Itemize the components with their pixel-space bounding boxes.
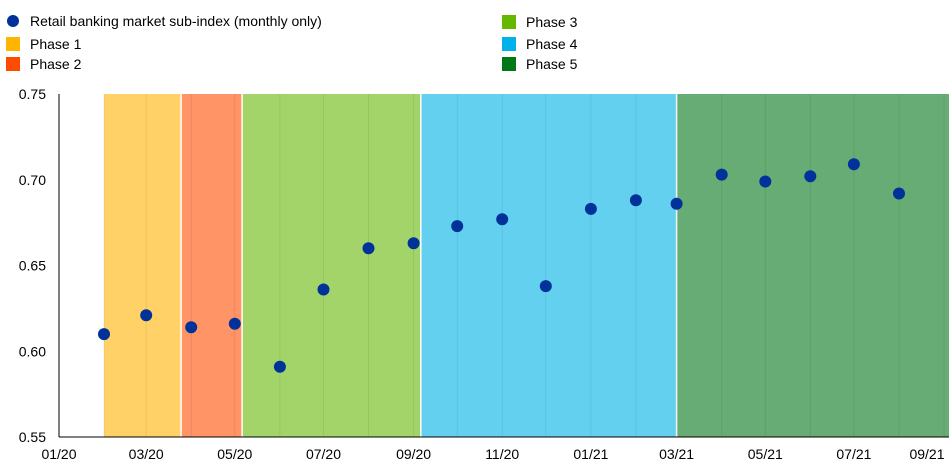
data-point <box>584 202 597 215</box>
data-points <box>98 158 905 373</box>
x-tick-label: 07/21 <box>836 446 871 462</box>
legend-swatch-phase-4 <box>502 37 516 51</box>
x-tick-label: 11/20 <box>485 446 519 462</box>
y-tick-label: 0.75 <box>19 86 46 102</box>
legend-label-phase-4: Phase 4 <box>526 36 578 52</box>
data-point <box>804 170 817 183</box>
data-point <box>759 175 772 188</box>
x-tick-label: 03/21 <box>659 446 694 462</box>
phase-band-4 <box>420 94 677 437</box>
data-point <box>98 328 110 341</box>
data-point <box>893 187 905 200</box>
y-tick-label: 0.65 <box>19 258 46 274</box>
phase-band-2 <box>181 94 243 437</box>
x-tick-label: 03/20 <box>129 446 164 462</box>
data-point <box>629 194 642 207</box>
data-point <box>407 237 420 250</box>
data-point <box>715 168 728 181</box>
data-point <box>362 242 375 255</box>
data-point <box>317 283 330 296</box>
legend-label-phase-1: Phase 1 <box>30 36 82 52</box>
x-tick-labels: 01/20 03/20 05/20 07/20 09/20 11/20 01/21 03/21… <box>41 446 944 462</box>
data-point <box>670 197 683 210</box>
data-point <box>496 213 509 226</box>
axes <box>58 94 949 438</box>
data-point <box>847 158 860 171</box>
x-tick-label: 09/21 <box>909 446 944 462</box>
phase-band-5 <box>676 94 949 437</box>
x-tick-label: 09/20 <box>396 446 431 462</box>
legend-label-series: Retail banking market sub-index (monthly… <box>30 13 322 29</box>
x-tick-label: 05/21 <box>748 446 783 462</box>
phase-band-1 <box>104 94 181 437</box>
gridlines <box>103 94 945 437</box>
y-tick-label: 0.55 <box>19 429 46 445</box>
data-point <box>228 317 241 330</box>
y-tick-labels: 0.55 0.60 0.65 0.70 0.75 <box>19 86 46 445</box>
data-point <box>140 309 153 322</box>
legend-swatch-phase-5 <box>502 57 516 71</box>
legend-marker-series <box>7 15 19 27</box>
phase-bands <box>104 94 949 437</box>
x-tick-label: 07/20 <box>306 446 341 462</box>
data-point <box>451 220 464 233</box>
x-tick-label: 01/21 <box>573 446 608 462</box>
y-tick-label: 0.60 <box>19 343 46 359</box>
legend-label-phase-2: Phase 2 <box>30 56 82 72</box>
legend-swatch-phase-3 <box>502 15 516 29</box>
legend: Retail banking market sub-index (monthly… <box>6 13 578 72</box>
data-point <box>185 321 198 334</box>
x-tick-label: 01/20 <box>41 446 76 462</box>
data-point <box>273 360 286 373</box>
phase-band-3 <box>242 94 421 437</box>
legend-swatch-phase-2 <box>6 57 20 71</box>
data-point <box>539 280 552 293</box>
legend-label-phase-5: Phase 5 <box>526 56 578 72</box>
legend-swatch-phase-1 <box>6 37 20 51</box>
legend-label-phase-3: Phase 3 <box>526 14 578 30</box>
y-tick-label: 0.70 <box>19 172 46 188</box>
x-tick-label: 05/20 <box>217 446 252 462</box>
